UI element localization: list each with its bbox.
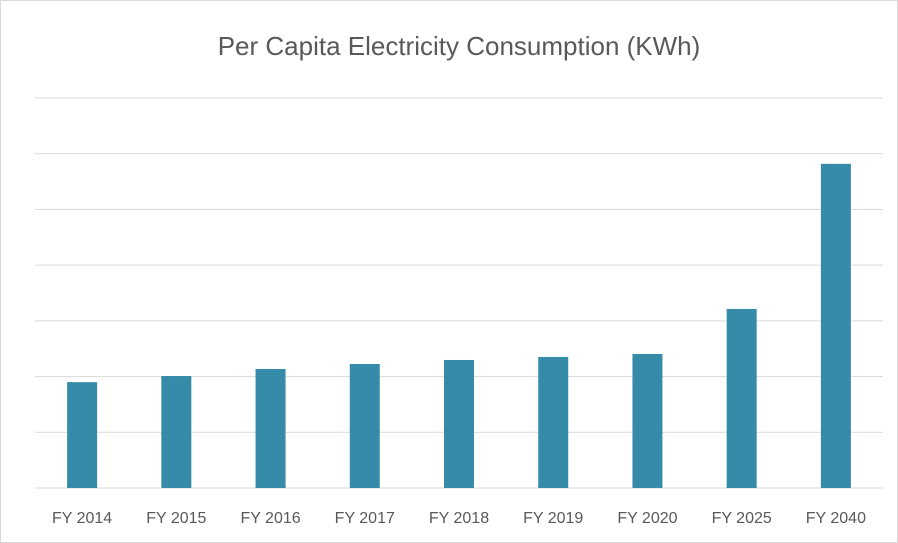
bar	[726, 308, 757, 488]
x-tick-label: FY 2020	[617, 510, 677, 527]
x-tick-label: FY 2014	[52, 510, 112, 527]
x-tick-label: FY 2016	[240, 510, 300, 527]
x-tick-label: FY 2025	[712, 510, 772, 527]
chart-title: Per Capita Electricity Consumption (KWh)	[218, 31, 701, 61]
bar	[632, 353, 663, 488]
bar	[349, 363, 380, 488]
bar	[444, 359, 474, 488]
bar	[161, 376, 192, 488]
bar	[820, 163, 851, 488]
bar	[67, 382, 98, 488]
x-tick-label: FY 2015	[146, 510, 206, 527]
x-tick-label: FY 2017	[335, 510, 395, 527]
bar	[538, 356, 569, 488]
x-tick-label: FY 2019	[523, 510, 583, 527]
x-tick-label: FY 2040	[806, 510, 866, 527]
x-tick-label: FY 2018	[429, 510, 489, 527]
bar	[255, 368, 286, 488]
